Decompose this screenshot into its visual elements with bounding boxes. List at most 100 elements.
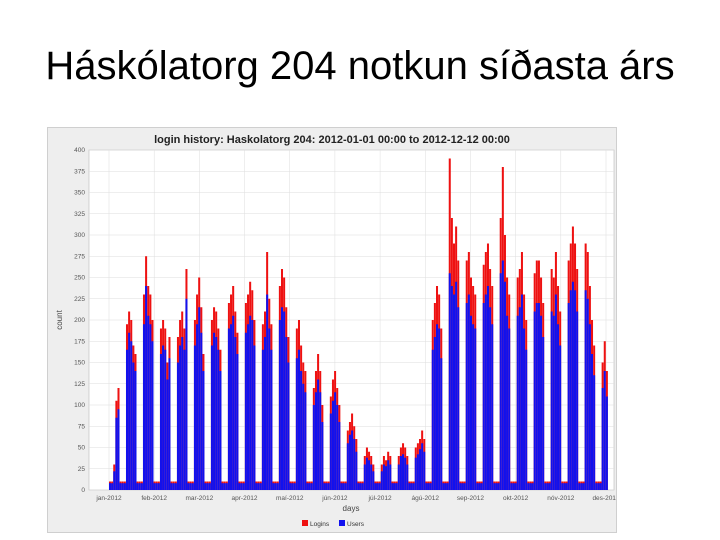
bar-users bbox=[232, 315, 235, 490]
bar-users bbox=[361, 483, 364, 490]
bar-users bbox=[234, 337, 237, 490]
bar-users bbox=[448, 273, 451, 490]
bar-users bbox=[121, 483, 124, 490]
bar-users bbox=[380, 471, 383, 490]
bar-users bbox=[308, 483, 311, 490]
bar-users bbox=[557, 324, 560, 490]
x-tick-label: júl-2012 bbox=[368, 495, 393, 502]
bar-users bbox=[593, 375, 596, 490]
bar-users bbox=[353, 439, 356, 490]
bar-users bbox=[548, 483, 551, 490]
y-tick-label: 75 bbox=[78, 423, 86, 430]
bar-users bbox=[157, 483, 160, 490]
chart-frame: login history: Haskolatorg 204: 2012-01-… bbox=[47, 127, 617, 533]
bar-users bbox=[119, 483, 122, 490]
bar-users bbox=[429, 483, 432, 490]
bar-users bbox=[444, 483, 447, 490]
bar-users bbox=[196, 324, 199, 490]
bar-users bbox=[433, 337, 436, 490]
y-tick-label: 100 bbox=[74, 402, 85, 409]
bar-users bbox=[514, 483, 517, 490]
bar-users bbox=[374, 483, 377, 490]
bar-users bbox=[317, 379, 320, 490]
bar-users bbox=[399, 456, 402, 490]
bar-users bbox=[109, 483, 112, 490]
bar-users bbox=[189, 483, 192, 490]
bar-users bbox=[578, 483, 581, 490]
bar-users bbox=[542, 337, 545, 490]
bar-users bbox=[365, 457, 368, 490]
bar-users bbox=[503, 281, 506, 490]
bar-users bbox=[319, 392, 322, 490]
bar-users bbox=[202, 371, 205, 490]
bar-users bbox=[221, 483, 224, 490]
bar-users bbox=[591, 354, 594, 490]
bar-users bbox=[436, 324, 439, 490]
y-tick-label: 125 bbox=[74, 381, 85, 388]
bar-users bbox=[187, 483, 190, 490]
bar-users bbox=[423, 451, 426, 490]
bar-users bbox=[370, 464, 373, 490]
y-tick-label: 325 bbox=[74, 211, 85, 218]
bar-users bbox=[348, 434, 351, 490]
bar-users bbox=[238, 483, 241, 490]
x-tick-label: jún-2012 bbox=[321, 495, 348, 502]
y-tick-label: 275 bbox=[74, 253, 85, 260]
y-tick-label: 25 bbox=[78, 466, 86, 473]
bar-users bbox=[523, 328, 526, 490]
bar-users bbox=[605, 396, 608, 490]
bar-users bbox=[363, 464, 366, 490]
bar-users bbox=[461, 483, 464, 490]
bar-users bbox=[264, 337, 267, 490]
bar-users bbox=[546, 483, 549, 490]
bar-users bbox=[525, 349, 528, 490]
bar-users bbox=[217, 349, 220, 490]
x-tick-label: des-2012 bbox=[592, 495, 616, 502]
bar-users bbox=[225, 483, 228, 490]
bar-users bbox=[240, 483, 243, 490]
bar-users bbox=[249, 315, 252, 490]
bar-users bbox=[389, 464, 392, 490]
bar-users bbox=[291, 483, 294, 490]
bar-users bbox=[306, 483, 309, 490]
bar-users bbox=[537, 303, 540, 490]
bar-users bbox=[378, 483, 381, 490]
bar-users bbox=[395, 483, 398, 490]
legend-label-users: Users bbox=[347, 521, 365, 528]
bar-users bbox=[480, 483, 483, 490]
bar-users bbox=[486, 286, 489, 490]
bar-users bbox=[397, 464, 400, 490]
bar-users bbox=[168, 358, 171, 490]
bar-users bbox=[155, 483, 158, 490]
y-tick-label: 0 bbox=[81, 487, 85, 494]
y-tick-label: 150 bbox=[74, 360, 85, 367]
bar-users bbox=[125, 349, 129, 490]
legend-label-logins: Logins bbox=[310, 521, 330, 528]
bar-users bbox=[478, 483, 481, 490]
bar-users bbox=[128, 332, 131, 490]
bar-users bbox=[421, 443, 424, 490]
bar-users bbox=[276, 483, 279, 490]
series-users bbox=[109, 260, 608, 490]
x-tick-label: mar-2012 bbox=[185, 495, 213, 502]
bar-users bbox=[338, 422, 341, 490]
y-tick-label: 50 bbox=[78, 445, 86, 452]
y-tick-label: 225 bbox=[74, 296, 85, 303]
bar-users bbox=[465, 303, 468, 490]
bar-users bbox=[130, 341, 133, 490]
bar-users bbox=[140, 483, 143, 490]
bar-users bbox=[247, 324, 250, 490]
bar-users bbox=[491, 324, 494, 490]
bar-users bbox=[134, 371, 137, 490]
bar-users bbox=[172, 483, 175, 490]
bar-users bbox=[147, 315, 150, 490]
bar-users bbox=[272, 483, 275, 490]
bar-users bbox=[314, 392, 317, 490]
bar-users bbox=[442, 483, 445, 490]
bar-users bbox=[166, 379, 169, 490]
bar-users bbox=[565, 483, 568, 490]
bar-users bbox=[440, 358, 443, 490]
bar-users bbox=[323, 483, 326, 490]
bar-users bbox=[406, 464, 409, 490]
legend-swatch-users bbox=[339, 520, 345, 526]
